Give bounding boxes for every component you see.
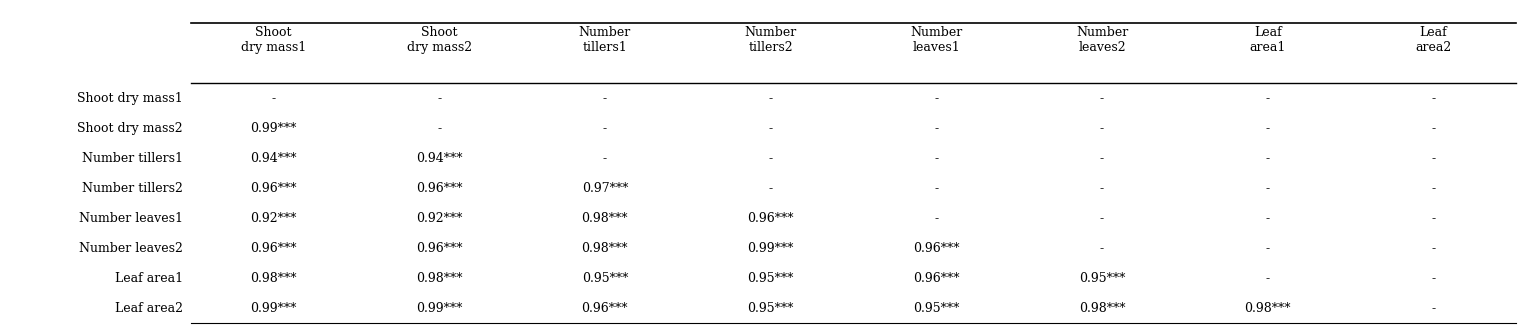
- Text: 0.95***: 0.95***: [913, 302, 960, 315]
- Text: 0.96***: 0.96***: [582, 302, 628, 315]
- Text: -: -: [768, 182, 773, 195]
- Text: tillers1: tillers1: [582, 41, 628, 53]
- Text: dry mass1: dry mass1: [241, 41, 306, 53]
- Text: Leaf area2: Leaf area2: [114, 302, 183, 315]
- Text: -: -: [934, 152, 939, 165]
- Text: 0.98***: 0.98***: [582, 212, 628, 225]
- Text: Number tillers1: Number tillers1: [82, 152, 183, 165]
- Text: -: -: [604, 122, 607, 135]
- Text: 0.96***: 0.96***: [747, 212, 794, 225]
- Text: -: -: [1266, 242, 1269, 255]
- Text: tillers2: tillers2: [748, 41, 792, 53]
- Text: 0.99***: 0.99***: [250, 122, 297, 135]
- Text: -: -: [437, 122, 440, 135]
- Text: area1: area1: [1250, 41, 1286, 53]
- Text: 0.96***: 0.96***: [250, 182, 297, 195]
- Text: -: -: [1431, 212, 1436, 225]
- Text: 0.95***: 0.95***: [747, 302, 794, 315]
- Text: Number leaves2: Number leaves2: [79, 242, 183, 255]
- Text: Shoot: Shoot: [421, 26, 457, 39]
- Text: -: -: [1100, 212, 1103, 225]
- Text: Shoot dry mass2: Shoot dry mass2: [78, 122, 183, 135]
- Text: -: -: [1266, 182, 1269, 195]
- Text: -: -: [1266, 212, 1269, 225]
- Text: 0.96***: 0.96***: [416, 182, 462, 195]
- Text: 0.95***: 0.95***: [582, 272, 628, 285]
- Text: 0.98***: 0.98***: [1245, 302, 1291, 315]
- Text: -: -: [1266, 92, 1269, 105]
- Text: 0.97***: 0.97***: [582, 182, 628, 195]
- Text: 0.99***: 0.99***: [250, 302, 297, 315]
- Text: -: -: [1100, 242, 1103, 255]
- Text: Number: Number: [579, 26, 631, 39]
- Text: 0.96***: 0.96***: [913, 242, 960, 255]
- Text: -: -: [934, 182, 939, 195]
- Text: Leaf: Leaf: [1420, 26, 1448, 39]
- Text: Number: Number: [1076, 26, 1128, 39]
- Text: leaves1: leaves1: [913, 41, 960, 53]
- Text: -: -: [1431, 242, 1436, 255]
- Text: -: -: [768, 122, 773, 135]
- Text: -: -: [271, 92, 276, 105]
- Text: 0.99***: 0.99***: [416, 302, 462, 315]
- Text: -: -: [768, 152, 773, 165]
- Text: 0.98***: 0.98***: [416, 272, 462, 285]
- Text: Number: Number: [910, 26, 963, 39]
- Text: -: -: [1431, 182, 1436, 195]
- Text: 0.98***: 0.98***: [582, 242, 628, 255]
- Text: -: -: [604, 92, 607, 105]
- Text: 0.94***: 0.94***: [250, 152, 297, 165]
- Text: dry mass2: dry mass2: [407, 41, 471, 53]
- Text: -: -: [1100, 122, 1103, 135]
- Text: leaves2: leaves2: [1079, 41, 1126, 53]
- Text: 0.96***: 0.96***: [250, 242, 297, 255]
- Text: area2: area2: [1416, 41, 1452, 53]
- Text: 0.96***: 0.96***: [913, 272, 960, 285]
- Text: -: -: [1431, 272, 1436, 285]
- Text: 0.92***: 0.92***: [250, 212, 297, 225]
- Text: 0.99***: 0.99***: [747, 242, 794, 255]
- Text: 0.96***: 0.96***: [416, 242, 462, 255]
- Text: Number leaves1: Number leaves1: [79, 212, 183, 225]
- Text: -: -: [1266, 152, 1269, 165]
- Text: -: -: [768, 92, 773, 105]
- Text: -: -: [1100, 152, 1103, 165]
- Text: -: -: [1431, 122, 1436, 135]
- Text: -: -: [1100, 182, 1103, 195]
- Text: 0.98***: 0.98***: [1079, 302, 1125, 315]
- Text: Number tillers2: Number tillers2: [82, 182, 183, 195]
- Text: -: -: [1431, 152, 1436, 165]
- Text: 0.95***: 0.95***: [1079, 272, 1125, 285]
- Text: -: -: [1266, 272, 1269, 285]
- Text: Leaf: Leaf: [1254, 26, 1282, 39]
- Text: Shoot dry mass1: Shoot dry mass1: [78, 92, 183, 105]
- Text: 0.94***: 0.94***: [416, 152, 462, 165]
- Text: 0.98***: 0.98***: [250, 272, 297, 285]
- Text: -: -: [934, 212, 939, 225]
- Text: -: -: [934, 92, 939, 105]
- Text: -: -: [437, 92, 440, 105]
- Text: -: -: [1431, 302, 1436, 315]
- Text: -: -: [1266, 122, 1269, 135]
- Text: Shoot: Shoot: [255, 26, 291, 39]
- Text: -: -: [604, 152, 607, 165]
- Text: -: -: [1100, 92, 1103, 105]
- Text: 0.92***: 0.92***: [416, 212, 462, 225]
- Text: 0.95***: 0.95***: [747, 272, 794, 285]
- Text: -: -: [934, 122, 939, 135]
- Text: Leaf area1: Leaf area1: [114, 272, 183, 285]
- Text: Number: Number: [744, 26, 797, 39]
- Text: -: -: [1431, 92, 1436, 105]
